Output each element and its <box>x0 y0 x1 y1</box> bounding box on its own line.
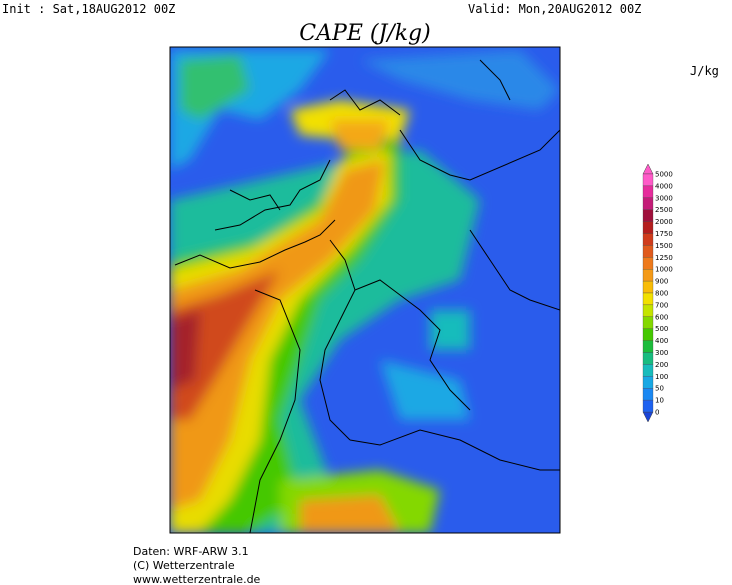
colorbar-swatch <box>642 304 654 317</box>
colorbar-label: 1500 <box>655 242 673 250</box>
colorbar-swatch <box>642 376 654 389</box>
cape-field <box>170 47 560 533</box>
colorbar: 5000400030002500200017501500125010009008… <box>642 163 673 423</box>
colorbar-swatch <box>642 173 654 187</box>
colorbar-label: 600 <box>655 313 668 321</box>
colorbar-swatch <box>642 185 654 198</box>
colorbar-label: 900 <box>655 278 668 286</box>
colorbar-swatch <box>642 233 654 246</box>
colorbar-label: 2500 <box>655 206 673 214</box>
colorbar-label: 4000 <box>655 182 673 190</box>
colorbar-swatch <box>642 292 654 306</box>
colorbar-label: 700 <box>655 301 668 309</box>
colorbar-swatch <box>642 340 654 353</box>
colorbar-label: 200 <box>655 361 668 369</box>
colorbar-swatch <box>642 197 654 210</box>
colorbar-swatch <box>642 209 654 222</box>
init-time: Init : Sat,18AUG2012 00Z <box>2 2 175 16</box>
colorbar-label: 2000 <box>655 218 673 226</box>
colorbar-swatch <box>642 280 654 294</box>
map-title: CAPE (J/kg) <box>299 21 430 46</box>
colorbar-label: 1000 <box>655 266 673 274</box>
map-frame <box>169 46 561 534</box>
colorbar-swatch <box>642 388 654 401</box>
colorbar-swatch <box>642 328 654 341</box>
colorbar-label: 3000 <box>655 194 673 202</box>
colorbar-label: 0 <box>655 409 659 417</box>
footer-line: (C) Wetterzentrale <box>133 559 235 572</box>
colorbar-label: 500 <box>655 325 668 333</box>
country-borders <box>174 59 560 533</box>
colorbar-label: 300 <box>655 349 668 357</box>
colorbar-swatch <box>642 269 654 282</box>
colorbar-swatch <box>642 245 654 258</box>
colorbar-unit: J/kg <box>690 64 719 78</box>
colorbar-swatch <box>642 352 654 365</box>
colorbar-label: 5000 <box>655 171 673 179</box>
colorbar-swatch <box>642 364 654 377</box>
colorbar-label: 1750 <box>655 230 673 238</box>
colorbar-swatch <box>642 221 654 234</box>
footer-line: www.wetterzentrale.de <box>133 573 261 585</box>
footer-line: Daten: WRF-ARW 3.1 <box>133 545 249 558</box>
colorbar-label: 10 <box>655 397 664 405</box>
colorbar-top-arrow <box>642 163 654 175</box>
colorbar-label: 1250 <box>655 254 673 262</box>
colorbar-swatch <box>642 257 654 270</box>
colorbar-label: 50 <box>655 385 664 393</box>
colorbar-swatch <box>642 399 654 413</box>
colorbar-bottom-arrow <box>642 411 654 423</box>
colorbar-swatch <box>642 316 654 329</box>
colorbar-label: 400 <box>655 337 668 345</box>
colorbar-label: 100 <box>655 373 668 381</box>
colorbar-label: 800 <box>655 290 668 298</box>
valid-time: Valid: Mon,20AUG2012 00Z <box>468 2 641 16</box>
